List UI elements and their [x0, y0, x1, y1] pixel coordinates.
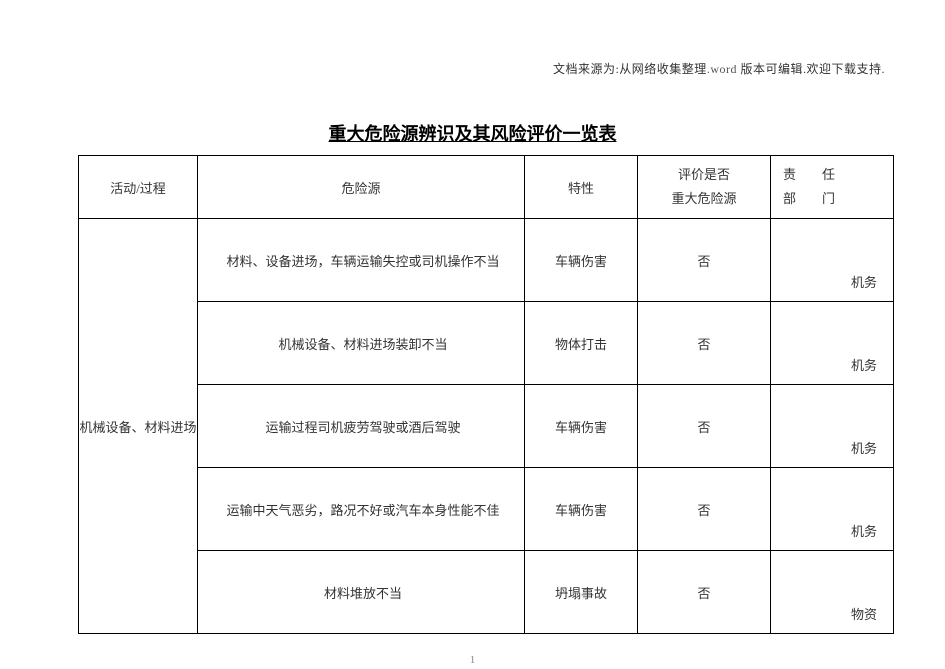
- table-row: 运输过程司机疲劳驾驶或酒后驾驶 车辆伤害 否 机务: [79, 385, 894, 468]
- table-row: 材料堆放不当 坍塌事故 否 物资: [79, 551, 894, 634]
- note-cn-prefix: 文档来源为:从网络收集整理: [553, 62, 707, 76]
- page-number: 1: [470, 654, 476, 666]
- dept-cell: 机务: [771, 385, 894, 468]
- document-source-note: 文档来源为:从网络收集整理.word 版本可编辑.欢迎下载支持.: [553, 60, 885, 77]
- table-row: 运输中天气恶劣，路况不好或汽车本身性能不佳 车辆伤害 否 机务: [79, 468, 894, 551]
- eval-line1: 评价是否: [678, 167, 730, 182]
- character-cell: 坍塌事故: [525, 551, 638, 634]
- table-header-row: 活动/过程 危险源 特性 评价是否 重大危险源 责 任 部 门: [79, 156, 894, 219]
- eval-cell: 否: [638, 385, 771, 468]
- activity-cell: 机械设备、材料进场: [79, 219, 198, 634]
- dept-cell: 机务: [771, 219, 894, 302]
- col-header-source: 危险源: [198, 156, 525, 219]
- table-row: 机械设备、材料进场装卸不当 物体打击 否 机务: [79, 302, 894, 385]
- eval-line2: 重大危险源: [671, 191, 736, 206]
- note-en-part: .word: [707, 62, 741, 76]
- col-header-character: 特性: [525, 156, 638, 219]
- page-title: 重大危险源辨识及其风险评价一览表: [329, 120, 617, 146]
- dept-line2: 部 门: [783, 191, 835, 206]
- dept-line1: 责 任: [783, 167, 835, 182]
- dept-cell: 机务: [771, 468, 894, 551]
- eval-cell: 否: [638, 302, 771, 385]
- character-cell: 车辆伤害: [525, 468, 638, 551]
- source-cell: 运输过程司机疲劳驾驶或酒后驾驶: [198, 385, 525, 468]
- character-cell: 物体打击: [525, 302, 638, 385]
- eval-cell: 否: [638, 219, 771, 302]
- col-header-eval: 评价是否 重大危险源: [638, 156, 771, 219]
- eval-cell: 否: [638, 468, 771, 551]
- source-cell: 材料、设备进场，车辆运输失控或司机操作不当: [198, 219, 525, 302]
- note-cn-suffix: 版本可编辑.欢迎下载支持.: [740, 62, 885, 76]
- col-header-dept: 责 任 部 门: [771, 156, 894, 219]
- col-header-activity: 活动/过程: [79, 156, 198, 219]
- character-cell: 车辆伤害: [525, 219, 638, 302]
- table-row: 机械设备、材料进场 材料、设备进场，车辆运输失控或司机操作不当 车辆伤害 否 机…: [79, 219, 894, 302]
- character-cell: 车辆伤害: [525, 385, 638, 468]
- dept-cell: 物资: [771, 551, 894, 634]
- dept-cell: 机务: [771, 302, 894, 385]
- eval-cell: 否: [638, 551, 771, 634]
- source-cell: 材料堆放不当: [198, 551, 525, 634]
- source-cell: 运输中天气恶劣，路况不好或汽车本身性能不佳: [198, 468, 525, 551]
- source-cell: 机械设备、材料进场装卸不当: [198, 302, 525, 385]
- hazard-table: 活动/过程 危险源 特性 评价是否 重大危险源 责 任 部 门 机械设备、材料进…: [78, 155, 894, 634]
